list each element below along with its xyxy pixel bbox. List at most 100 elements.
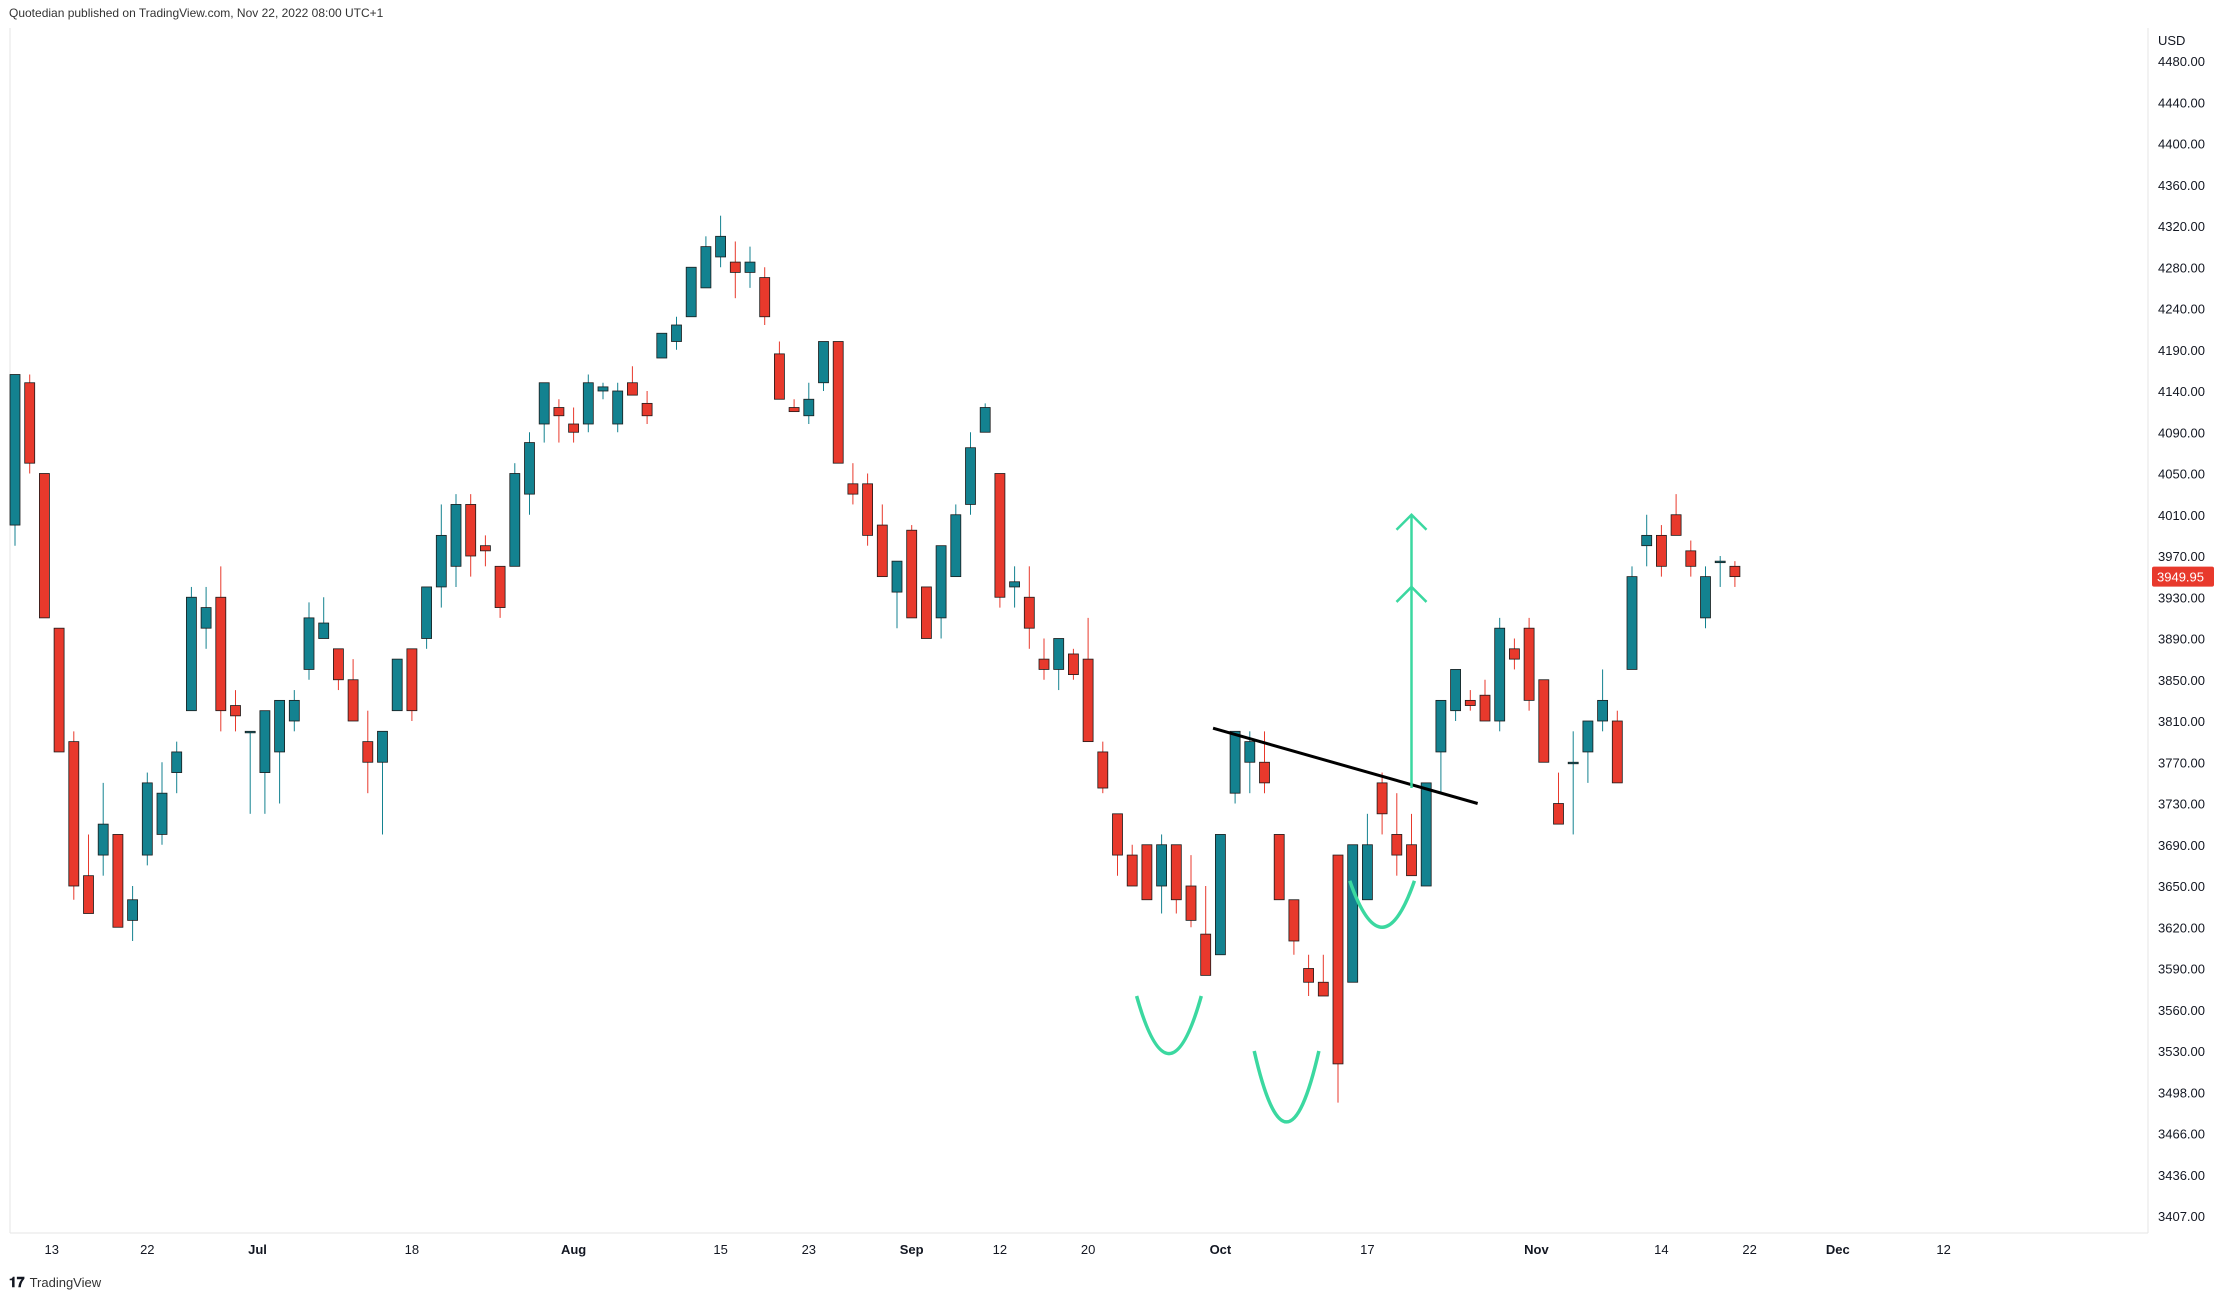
last-price-badge	[2152, 566, 2214, 587]
candle-body	[332, 648, 344, 681]
candle-body	[1714, 560, 1726, 564]
target-arrow-head	[1395, 585, 1428, 603]
candle-body	[1215, 834, 1226, 956]
x-tick-label: 22	[140, 1242, 154, 1257]
neckline-trendline	[1212, 726, 1479, 805]
x-tick-label: Oct	[1210, 1242, 1232, 1257]
candle-body	[421, 586, 433, 639]
candle-body	[1406, 844, 1417, 877]
y-tick-label: 3498.00	[2158, 1085, 2205, 1100]
candle	[656, 332, 668, 359]
candle	[597, 382, 609, 400]
candle-body	[1420, 782, 1432, 887]
candle	[744, 246, 756, 288]
candle	[200, 586, 212, 649]
candle	[1714, 556, 1726, 587]
candle-body	[1670, 514, 1682, 536]
candle	[1523, 617, 1535, 711]
candle-body	[200, 607, 212, 629]
candle	[1553, 772, 1564, 825]
candle	[1023, 566, 1035, 649]
x-tick-label: 12	[1936, 1242, 1950, 1257]
x-tick-label: 20	[1081, 1242, 1095, 1257]
candle-body	[1538, 679, 1550, 763]
candle	[627, 366, 638, 396]
candle-body	[671, 324, 682, 342]
candle	[509, 463, 521, 567]
candle-body	[1141, 844, 1153, 901]
candle	[1376, 772, 1388, 835]
candle-body	[1641, 534, 1653, 547]
y-tick-label: 4280.00	[2158, 260, 2205, 275]
candle	[421, 586, 433, 649]
candle-body	[1553, 803, 1564, 825]
candle	[891, 560, 903, 629]
candle-body	[171, 751, 183, 773]
x-tick-label: Aug	[561, 1242, 586, 1257]
candle	[715, 215, 726, 268]
candle-body	[965, 447, 976, 505]
y-tick-label: 4140.00	[2158, 384, 2205, 399]
x-tick-label: 14	[1654, 1242, 1668, 1257]
candle-body	[1391, 834, 1403, 856]
y-tick-label: 3530.00	[2158, 1044, 2205, 1059]
x-tick-label: Sep	[900, 1242, 924, 1257]
target-arrow-head	[1395, 512, 1428, 531]
y-tick-label: 3436.00	[2158, 1168, 2205, 1183]
candle-body	[494, 565, 506, 608]
candle	[362, 710, 374, 794]
candle	[318, 597, 330, 639]
candle	[568, 407, 579, 443]
y-tick-label: 3407.00	[2158, 1209, 2205, 1224]
candle-body	[53, 627, 65, 753]
tradingview-watermark[interactable]: 𝟏𝟕 TradingView	[9, 1274, 101, 1291]
candle	[1185, 855, 1197, 928]
candle	[538, 382, 550, 443]
candle-body	[288, 699, 300, 722]
pattern-shoulder-arc	[1348, 880, 1417, 929]
candle	[1450, 669, 1461, 721]
candle	[1700, 566, 1711, 629]
candle-body	[127, 899, 138, 921]
candle-body	[274, 699, 286, 753]
candle	[1200, 886, 1212, 976]
x-tick-label: 12	[993, 1242, 1007, 1257]
candle-body	[1082, 658, 1094, 743]
y-tick-label: 3590.00	[2158, 962, 2205, 977]
candle	[935, 545, 947, 639]
x-tick-label: 18	[405, 1242, 419, 1257]
candle-body	[215, 596, 227, 712]
candle-body	[1303, 968, 1314, 983]
candle-body	[759, 277, 771, 318]
candle-body	[1685, 550, 1697, 567]
candle-body	[1700, 576, 1711, 619]
candle	[847, 463, 859, 505]
candle	[127, 886, 138, 941]
candle	[1538, 679, 1550, 763]
x-tick-label: 22	[1742, 1242, 1756, 1257]
y-tick-label: 3650.00	[2158, 879, 2205, 894]
y-tick-label: 4320.00	[2158, 219, 2205, 234]
candle	[862, 473, 873, 546]
candle	[876, 504, 888, 578]
candle	[274, 699, 286, 804]
y-tick-label: 3730.00	[2158, 797, 2205, 812]
candle-body	[1626, 576, 1638, 670]
y-tick-label: 3930.00	[2158, 590, 2205, 605]
candle-body	[700, 246, 712, 289]
candle-body	[406, 648, 418, 712]
candle	[230, 690, 241, 732]
candle-body	[9, 374, 21, 526]
candle	[1479, 679, 1491, 722]
candle-body	[818, 341, 829, 384]
candle	[435, 504, 447, 608]
candle	[9, 374, 21, 546]
candle-body	[1038, 658, 1050, 670]
candle-body	[1464, 699, 1476, 706]
candle-body	[112, 834, 124, 928]
candle-body	[1582, 720, 1594, 753]
candle	[1494, 617, 1506, 732]
x-tick-label: Nov	[1524, 1242, 1549, 1257]
candle	[1420, 782, 1432, 887]
